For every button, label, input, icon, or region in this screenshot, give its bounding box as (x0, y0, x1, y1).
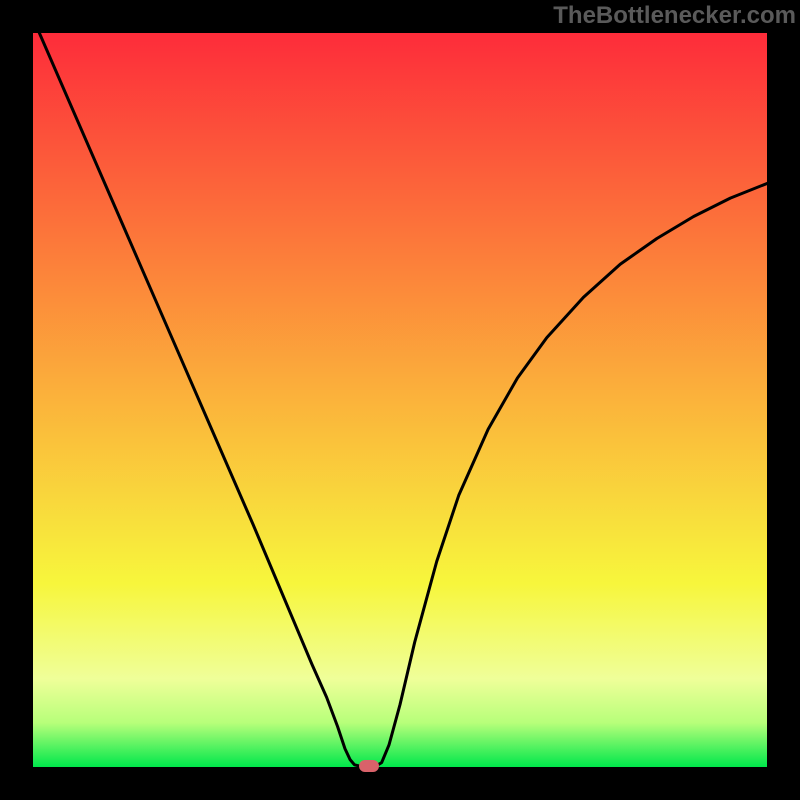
watermark-text: TheBottlenecker.com (553, 2, 796, 30)
minimum-marker (359, 760, 379, 772)
chart-frame: TheBottlenecker.com (0, 0, 800, 800)
plot-gradient-area (33, 33, 767, 767)
